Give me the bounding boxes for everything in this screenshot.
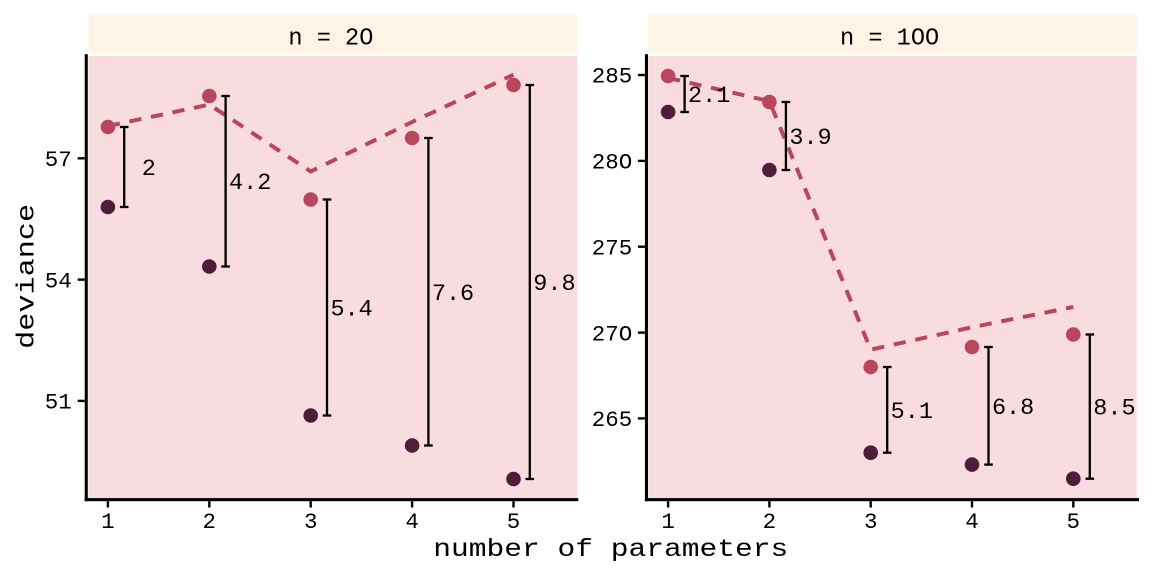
svg-text:5.1: 5.1 xyxy=(891,399,933,426)
svg-text:3.9: 3.9 xyxy=(789,125,831,152)
svg-text:deviance: deviance xyxy=(12,204,41,349)
svg-text:57: 57 xyxy=(45,147,72,173)
svg-text:n = 1OO: n = 1OO xyxy=(840,26,939,53)
svg-text:3: 3 xyxy=(304,509,318,535)
svg-text:2: 2 xyxy=(142,156,156,183)
svg-text:265: 265 xyxy=(592,407,633,433)
svg-text:5: 5 xyxy=(507,509,521,535)
svg-text:27O: 27O xyxy=(592,321,633,347)
svg-text:1: 1 xyxy=(101,509,115,535)
svg-text:285: 285 xyxy=(592,64,633,90)
svg-text:275: 275 xyxy=(592,235,633,261)
svg-text:6.8: 6.8 xyxy=(992,395,1034,422)
svg-text:54: 54 xyxy=(45,268,72,294)
svg-text:51: 51 xyxy=(45,390,72,416)
svg-text:2: 2 xyxy=(763,509,777,535)
svg-text:3: 3 xyxy=(864,509,878,535)
svg-text:28O: 28O xyxy=(592,150,633,176)
svg-text:4: 4 xyxy=(965,509,979,535)
svg-text:n = 2O: n = 2O xyxy=(288,26,373,53)
svg-text:1: 1 xyxy=(661,509,675,535)
svg-text:number of parameters: number of parameters xyxy=(433,535,788,564)
svg-text:9.8: 9.8 xyxy=(533,271,575,298)
svg-text:7.6: 7.6 xyxy=(432,281,474,308)
svg-text:5.4: 5.4 xyxy=(330,297,372,324)
svg-text:4.2: 4.2 xyxy=(229,170,271,197)
svg-text:2.1: 2.1 xyxy=(688,83,730,110)
svg-text:8.5: 8.5 xyxy=(1093,396,1135,423)
svg-text:5: 5 xyxy=(1067,509,1081,535)
svg-text:4: 4 xyxy=(405,509,419,535)
svg-text:2: 2 xyxy=(203,509,217,535)
